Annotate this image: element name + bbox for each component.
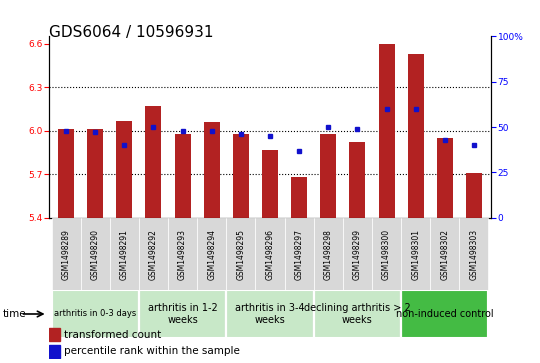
FancyBboxPatch shape — [226, 218, 255, 290]
Text: GSM1498291: GSM1498291 — [120, 229, 129, 280]
Bar — [349, 142, 366, 218]
Bar — [58, 129, 74, 218]
Text: transformed count: transformed count — [64, 330, 161, 340]
Bar — [49, 328, 60, 341]
FancyBboxPatch shape — [401, 218, 430, 290]
Text: arthritis in 1-2
weeks: arthritis in 1-2 weeks — [148, 303, 218, 325]
Text: GSM1498294: GSM1498294 — [207, 229, 216, 280]
Text: GSM1498301: GSM1498301 — [411, 229, 420, 280]
Bar — [379, 44, 395, 218]
Text: arthritis in 3-4
weeks: arthritis in 3-4 weeks — [235, 303, 305, 325]
FancyBboxPatch shape — [51, 218, 80, 290]
Text: GSM1498296: GSM1498296 — [266, 229, 274, 280]
FancyBboxPatch shape — [401, 290, 489, 338]
Text: declining arthritis > 2
weeks: declining arthritis > 2 weeks — [304, 303, 411, 325]
FancyBboxPatch shape — [430, 218, 460, 290]
FancyBboxPatch shape — [285, 218, 314, 290]
Text: percentile rank within the sample: percentile rank within the sample — [64, 346, 240, 356]
Text: time: time — [3, 309, 26, 319]
FancyBboxPatch shape — [314, 290, 401, 338]
Text: GDS6064 / 10596931: GDS6064 / 10596931 — [49, 25, 213, 40]
FancyBboxPatch shape — [255, 218, 285, 290]
Text: GSM1498303: GSM1498303 — [469, 229, 478, 280]
Bar — [466, 173, 482, 218]
Bar — [145, 106, 161, 218]
FancyBboxPatch shape — [314, 218, 343, 290]
Bar — [204, 122, 220, 218]
Text: GSM1498299: GSM1498299 — [353, 229, 362, 280]
FancyBboxPatch shape — [139, 218, 168, 290]
Bar — [233, 134, 249, 218]
Bar — [408, 54, 424, 218]
FancyBboxPatch shape — [460, 218, 489, 290]
Bar — [262, 150, 278, 218]
Text: GSM1498300: GSM1498300 — [382, 229, 391, 280]
Bar — [49, 345, 60, 358]
Text: GSM1498298: GSM1498298 — [324, 229, 333, 280]
Text: GSM1498295: GSM1498295 — [237, 229, 245, 280]
Text: GSM1498297: GSM1498297 — [295, 229, 303, 280]
FancyBboxPatch shape — [343, 218, 372, 290]
FancyBboxPatch shape — [80, 218, 110, 290]
Text: GSM1498290: GSM1498290 — [91, 229, 100, 280]
Text: non-induced control: non-induced control — [396, 309, 494, 319]
Text: GSM1498292: GSM1498292 — [149, 229, 158, 280]
Text: arthritis in 0-3 days: arthritis in 0-3 days — [54, 310, 136, 318]
Bar — [87, 129, 103, 218]
Bar — [116, 121, 132, 218]
FancyBboxPatch shape — [139, 290, 226, 338]
FancyBboxPatch shape — [226, 290, 314, 338]
Text: GSM1498302: GSM1498302 — [440, 229, 449, 280]
Bar — [437, 138, 453, 218]
FancyBboxPatch shape — [168, 218, 197, 290]
FancyBboxPatch shape — [110, 218, 139, 290]
Bar — [174, 134, 191, 218]
FancyBboxPatch shape — [372, 218, 401, 290]
Bar — [320, 134, 336, 218]
Text: GSM1498293: GSM1498293 — [178, 229, 187, 280]
Bar — [291, 177, 307, 218]
Text: GSM1498289: GSM1498289 — [62, 229, 71, 280]
FancyBboxPatch shape — [197, 218, 226, 290]
FancyBboxPatch shape — [51, 290, 139, 338]
